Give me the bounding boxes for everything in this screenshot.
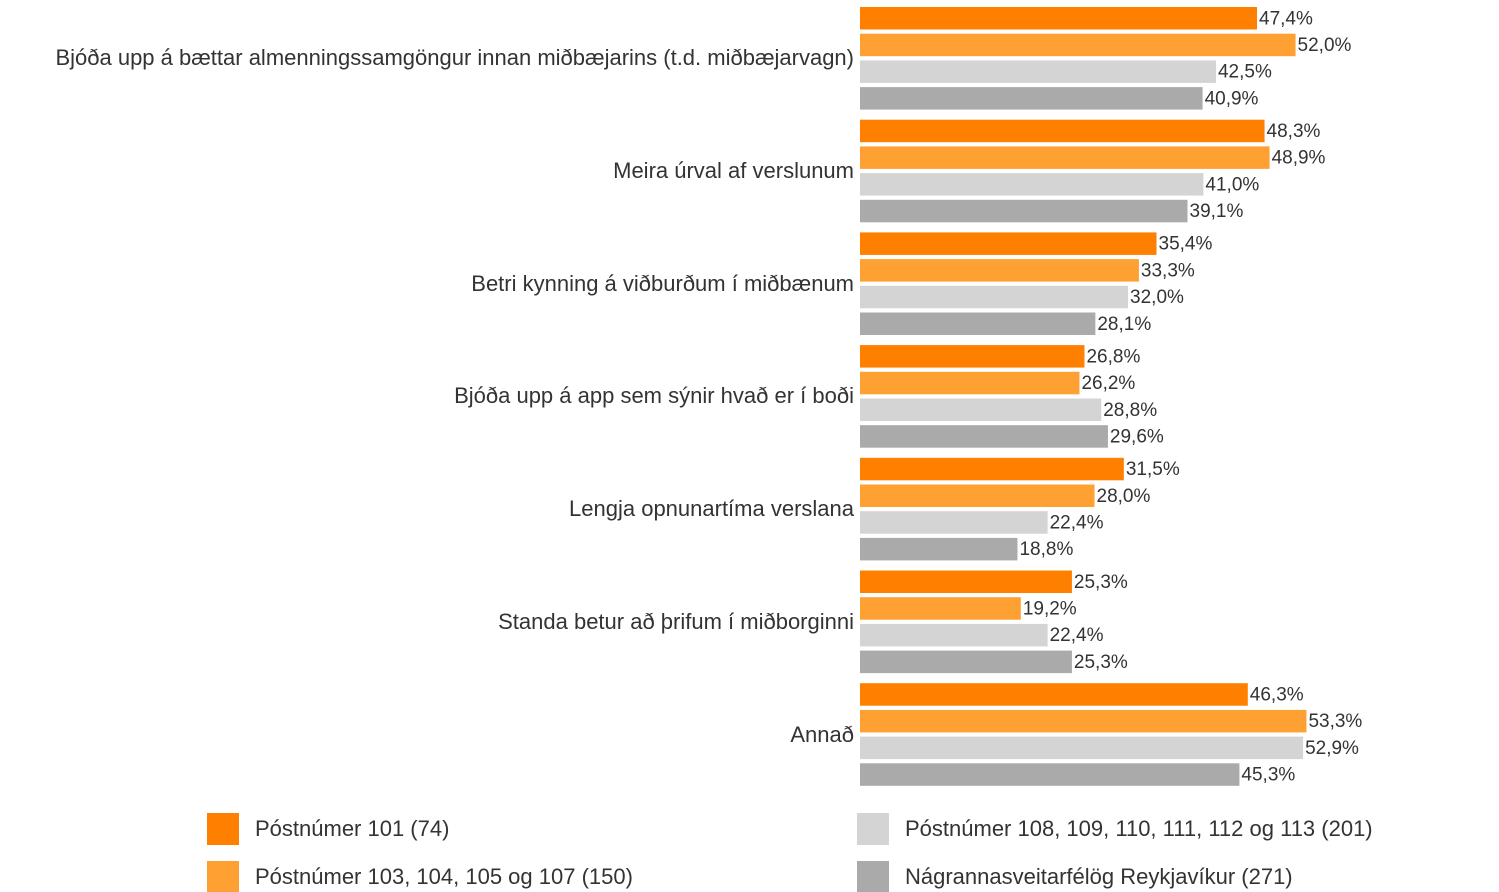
category-label: Meira úrval af verslunum [613,158,854,183]
bar [860,7,1258,30]
value-label: 26,8% [1086,346,1140,367]
value-label: 31,5% [1126,459,1180,480]
bar [860,232,1157,255]
category-label: Annað [790,721,854,747]
value-label: 48,3% [1267,121,1321,142]
bar [860,623,1048,647]
value-label: 42,5% [1218,62,1272,83]
bar [860,484,1095,507]
value-label: 52,0% [1298,35,1352,56]
value-label: 52,9% [1305,738,1359,759]
legend-label: Póstnúmer 101 (74) [255,816,449,841]
bar [860,597,1021,620]
bar [860,537,1018,561]
bar [860,199,1188,223]
legend-swatch [207,861,239,892]
bar [860,87,1203,110]
value-label: 19,2% [1023,598,1077,619]
value-label: 25,3% [1074,572,1128,593]
value-label: 35,4% [1159,234,1213,255]
bar [860,33,1296,57]
bar [860,457,1124,481]
bar [860,259,1139,282]
legend-swatch [857,813,889,845]
legend-swatch [207,813,239,845]
value-label: 46,3% [1250,684,1304,705]
legend-label: Póstnúmer 103, 104, 105 og 107 (150) [255,864,633,889]
value-label: 40,9% [1205,88,1259,109]
value-label: 28,0% [1097,486,1151,507]
bar [860,173,1204,196]
category-label: Bjóða upp á app sem sýnir hvað er í boði [454,383,854,409]
bar [860,371,1080,395]
bar [860,119,1265,143]
bar [860,312,1096,335]
bar [860,511,1048,534]
bar [860,763,1240,786]
bar [860,650,1072,674]
category-label: Lengja opnunartíma verslana [569,496,854,522]
value-label: 45,3% [1241,765,1295,786]
value-label: 25,3% [1074,652,1128,673]
bar [860,709,1307,733]
value-label: 32,0% [1130,287,1184,308]
value-label: 41,0% [1205,174,1259,195]
value-label: 33,3% [1141,260,1195,281]
bar [860,285,1129,309]
value-label: 48,9% [1272,148,1326,169]
value-label: 29,6% [1110,426,1164,447]
category-label: Bjóða upp á bættar almenningssamgöngur i… [55,45,854,71]
bar [860,570,1072,593]
value-label: 22,4% [1050,625,1104,646]
bar [860,736,1304,760]
value-label: 18,8% [1019,539,1073,560]
value-label: 28,8% [1103,400,1157,421]
category-label: Betri kynning á viðburðum í miðbænum [471,270,854,296]
value-label: 53,3% [1308,711,1362,732]
bar [860,683,1248,706]
legend-swatch [857,861,889,892]
value-label: 47,4% [1259,8,1313,29]
value-label: 28,1% [1097,314,1151,335]
bar [860,146,1270,169]
value-label: 39,1% [1190,201,1244,222]
bar [860,345,1085,368]
bar [860,425,1108,448]
category-label: Standa betur að þrifum í miðborginni [498,608,854,634]
legend-label: Póstnúmer 108, 109, 110, 111, 112 og 113… [905,816,1373,841]
value-label: 22,4% [1050,512,1104,533]
bar [860,398,1102,421]
bar [860,60,1216,83]
value-label: 26,2% [1081,373,1135,394]
legend-label: Nágrannasveitarfélög Reykjavíkur (271) [905,864,1293,889]
